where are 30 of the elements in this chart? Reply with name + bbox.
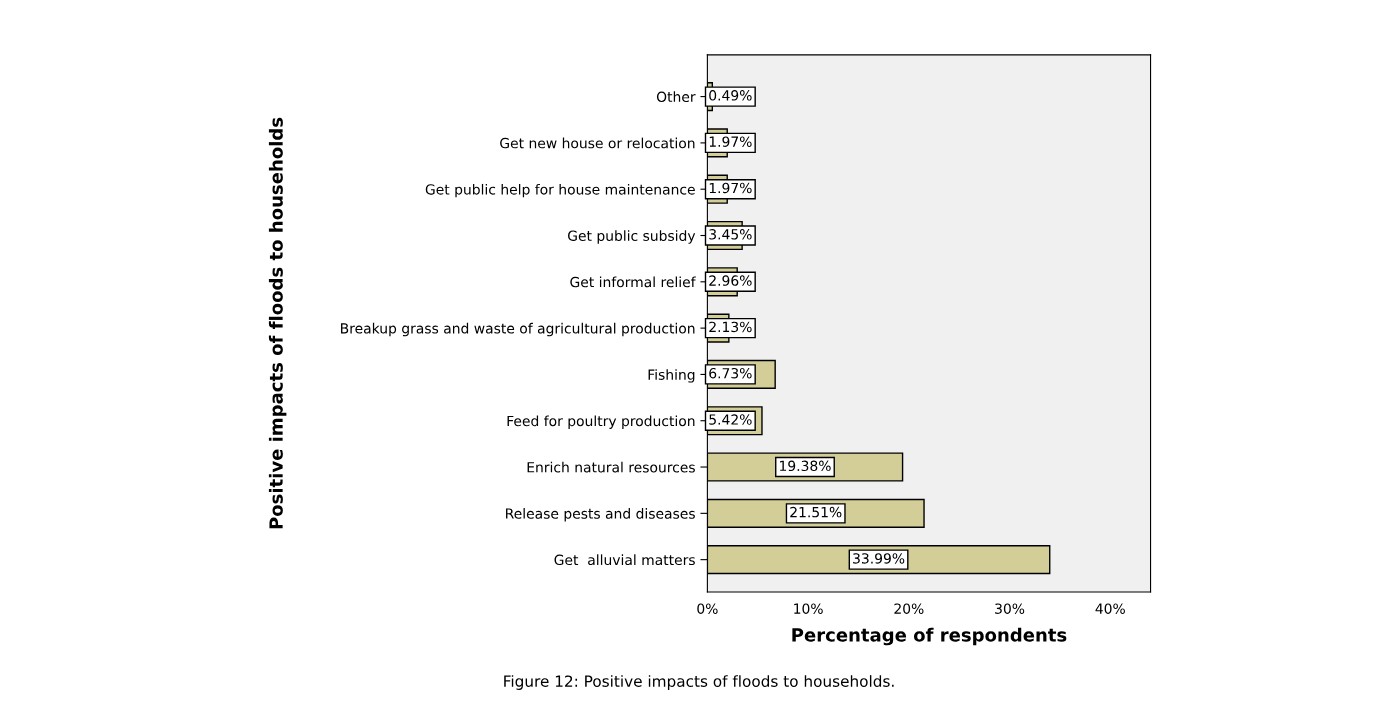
data-label: 2.13% [709, 321, 752, 333]
data-label: 19.38% [780, 460, 831, 472]
data-label: 33.99% [853, 553, 905, 564]
y-tick-label: Get new house or relocation [500, 137, 695, 149]
x-tick-label: 40% [1095, 603, 1125, 614]
y-tick-label: Fishing [648, 369, 695, 383]
caption: Figure 12: Positive impacts of floods to households. [504, 675, 894, 690]
y-tick-label: Get alluvial matters [554, 554, 695, 566]
data-label: 3.45% [709, 229, 752, 240]
data-label: 5.42% [709, 414, 752, 425]
y-tick-label: Breakup grass and waste of agricultural production [341, 322, 695, 337]
x-tick-label: 20% [894, 603, 924, 614]
y-tick-label: Other [656, 91, 696, 103]
data-label: 21.51% [790, 506, 842, 518]
x-tick-label: 10% [794, 603, 823, 614]
data-label: 1.97% [709, 136, 752, 147]
x-tick-label: 0% [697, 603, 718, 614]
data-label: 0.49% [709, 90, 752, 101]
x-tick-label: 30% [995, 603, 1025, 614]
data-label: 2.96% [709, 275, 752, 286]
y-axis-title: Positive impacts of floods to households [268, 117, 287, 529]
data-label: 6.73% [709, 367, 752, 379]
y-tick-label: Enrich natural resources [527, 461, 695, 473]
y-tick-label: Get public subsidy [568, 230, 696, 244]
y-tick-label: Feed for poultry production [507, 415, 695, 429]
y-tick-label: Get public help for house maintenance [425, 183, 695, 198]
y-tick-label: Release pests and diseases [506, 508, 695, 522]
x-axis-title: Percentage of respondents [792, 627, 1067, 646]
data-label: 1.97% [709, 182, 752, 194]
y-tick-label: Get informal relief [570, 276, 696, 288]
